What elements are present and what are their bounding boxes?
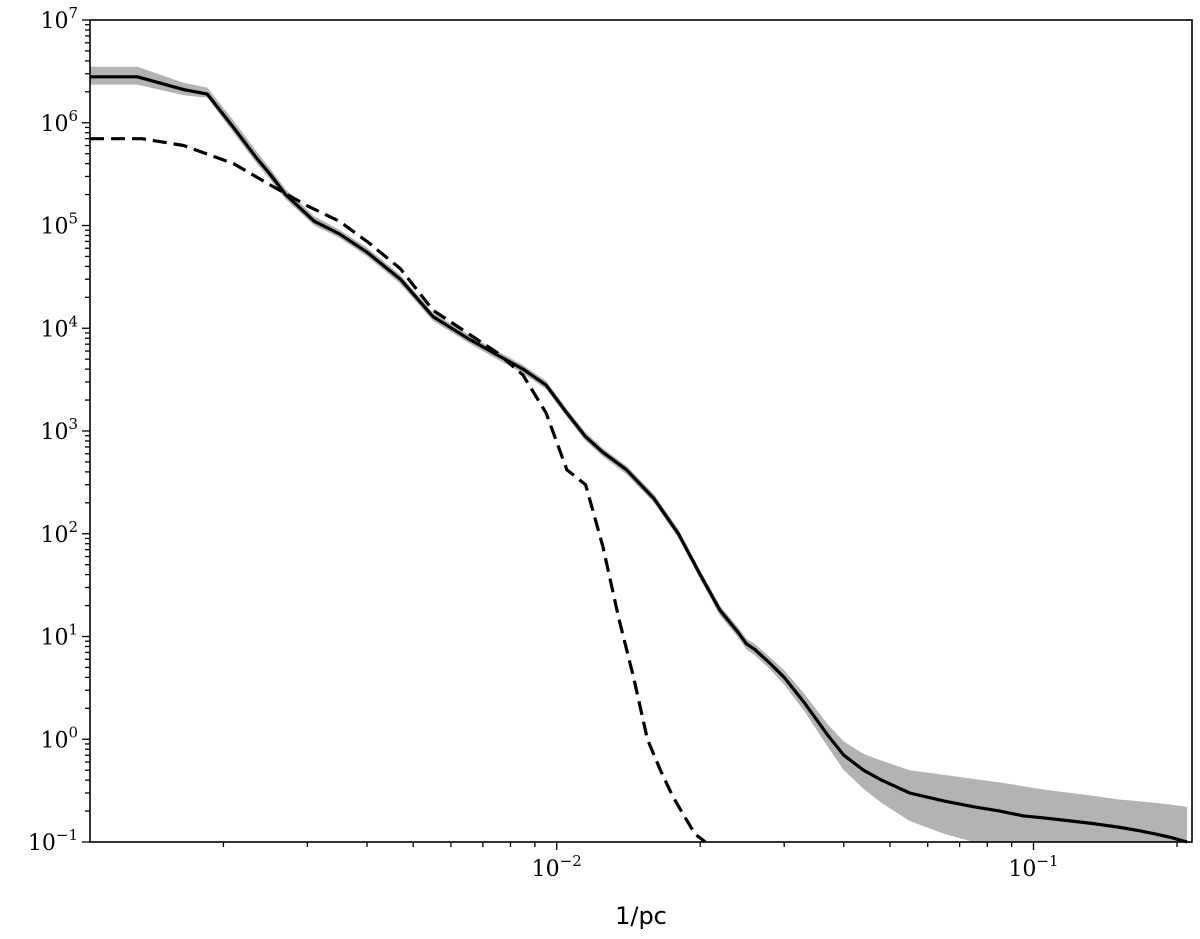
plot-frame [89,19,1193,843]
y-tick-label: 100 [40,723,78,753]
y-axis: 10−1 100 101 102 103 104 105 106 107 [28,4,90,856]
x-tick-label: 10−2 [532,852,582,882]
x-axis-label: 1/pc [615,902,667,930]
y-tick-label: 102 [40,518,78,548]
solid-series-line [90,75,1188,844]
y-tick-label: 101 [40,621,78,651]
y-tick-label: 103 [40,415,78,445]
x-tick-label: 10−1 [1008,852,1058,882]
y-tick-label: 10−1 [28,826,78,856]
x-axis: 10−2 10−1 [222,842,1178,882]
uncertainty-band [90,66,1188,843]
y-tick-label: 104 [40,312,78,342]
dashed-series-line [90,137,707,844]
y-tick-label: 107 [40,4,78,34]
y-tick-label: 106 [40,107,78,137]
plot-area [90,66,1188,844]
y-tick-label: 105 [40,210,78,240]
